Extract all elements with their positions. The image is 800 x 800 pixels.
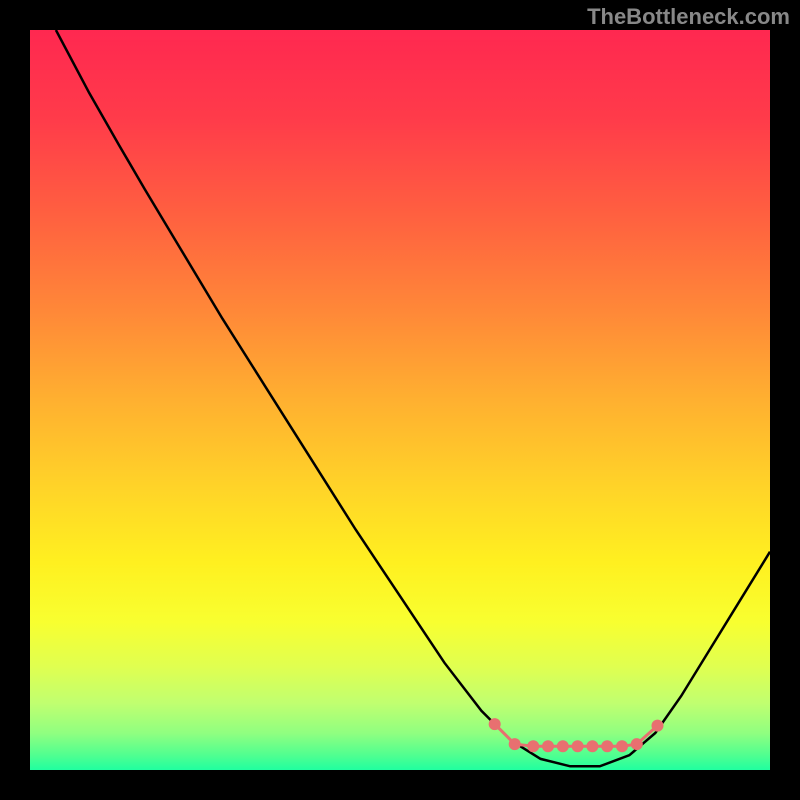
bottleneck-curve (56, 30, 770, 766)
highlight-dot (652, 720, 664, 732)
highlight-dot (616, 740, 628, 752)
chart-curve-layer (30, 30, 770, 770)
highlight-dot (509, 738, 521, 750)
watermark-text: TheBottleneck.com (587, 4, 790, 30)
highlight-dot (489, 718, 501, 730)
highlight-dot (631, 738, 643, 750)
plot-area (30, 30, 770, 770)
highlight-dot (527, 740, 539, 752)
highlight-dot (542, 740, 554, 752)
highlight-dot (557, 740, 569, 752)
highlight-dot (601, 740, 613, 752)
highlight-dots (489, 718, 664, 752)
highlight-dot (572, 740, 584, 752)
highlight-dot (586, 740, 598, 752)
